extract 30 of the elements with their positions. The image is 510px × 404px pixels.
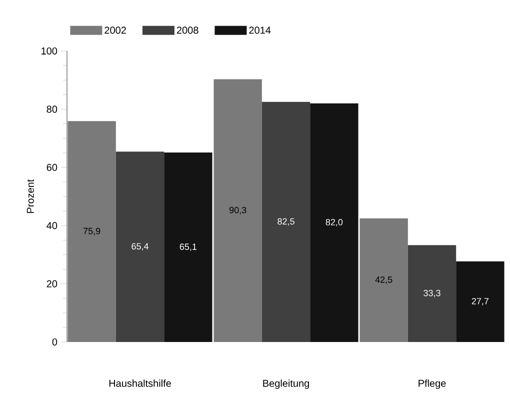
- y-tick-label: 80: [46, 106, 58, 113]
- y-tick-label: 100: [42, 47, 58, 55]
- bar: [214, 79, 262, 342]
- bar: [456, 261, 504, 342]
- data-label: 27,7: [472, 298, 488, 306]
- x-tick-label: Pflege: [418, 380, 446, 389]
- y-tick-label: 60: [46, 164, 58, 171]
- data-label: 82,5: [278, 218, 294, 226]
- data-label: 33,3: [424, 290, 440, 298]
- data-label: 65,4: [132, 243, 148, 251]
- x-tick-label: Haushaltshilfe: [109, 380, 171, 387]
- bar: [408, 245, 456, 342]
- y-tick-label: 0: [52, 338, 58, 346]
- bar: [360, 218, 408, 342]
- bar: [262, 102, 310, 342]
- data-label: 90,3: [229, 206, 246, 214]
- y-axis-title: Prozent: [26, 179, 34, 213]
- legend-label: 2008: [176, 26, 198, 34]
- legend-label: 2002: [104, 26, 126, 34]
- data-label: 75,9: [84, 228, 100, 236]
- bar: [164, 152, 212, 342]
- y-tick-label: 40: [46, 222, 58, 230]
- bar: [310, 103, 358, 342]
- data-label: 42,5: [375, 276, 392, 284]
- data-label: 65,1: [180, 244, 196, 251]
- bar: [116, 152, 164, 342]
- data-label: 82,0: [326, 218, 343, 226]
- x-tick-label: Begleitung: [263, 380, 309, 389]
- legend-label: 2014: [249, 26, 271, 34]
- y-tick-label: 20: [46, 280, 58, 288]
